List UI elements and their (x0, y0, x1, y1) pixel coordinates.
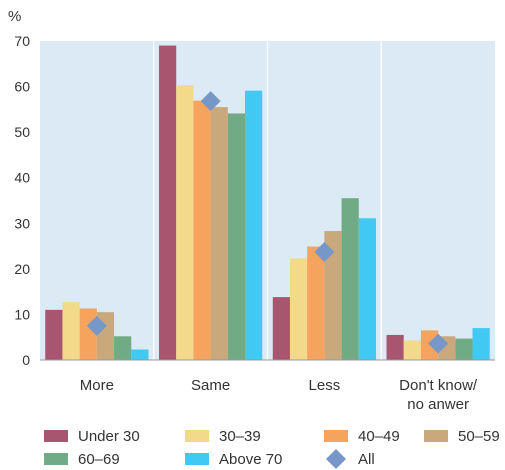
legend-label: Under 30 (78, 428, 140, 445)
bar (159, 45, 177, 361)
bar (289, 258, 308, 360)
bars (45, 45, 490, 361)
bar (176, 85, 194, 360)
all-marker (200, 91, 221, 112)
bar (420, 330, 439, 360)
legend-label: 50–59 (458, 428, 500, 445)
legend-label: 30–39 (219, 428, 261, 445)
bar (272, 297, 290, 360)
category-label: More (80, 377, 114, 394)
category-label: Don't know/ (399, 377, 478, 394)
category-labels: More Same Less Don't know/no anwer (80, 377, 478, 413)
y-tick-label: 50 (14, 124, 30, 140)
bar (45, 309, 63, 360)
category-separators (153, 41, 382, 360)
all-marker (86, 315, 107, 336)
bar (227, 113, 246, 360)
legend-swatch (44, 453, 68, 465)
legend-swatch (185, 453, 209, 465)
bar (307, 246, 325, 360)
legend-label: 40–49 (358, 428, 400, 445)
legend-swatch (326, 449, 346, 469)
bar (472, 328, 490, 360)
y-tick-label: 60 (14, 79, 30, 95)
legend: Under 30 30–39 40–49 50–59 60–69 Above 70 All (44, 428, 500, 469)
all-marker (314, 241, 335, 262)
legend-swatch (44, 430, 68, 442)
category-label: Less (309, 377, 341, 394)
legend-label: 60–69 (78, 451, 120, 468)
bar (131, 349, 149, 360)
legend-swatch (324, 430, 348, 442)
y-unit-label: % (8, 8, 21, 25)
category-label: no anwer (407, 396, 469, 413)
bar (358, 218, 376, 360)
y-tick-label: 30 (14, 215, 30, 231)
bar (210, 107, 228, 360)
y-tick-label: 40 (14, 170, 30, 186)
y-axis-ticks: 0 10 20 30 40 50 60 70 (14, 33, 30, 368)
legend-label: Above 70 (219, 451, 282, 468)
bar (455, 338, 473, 360)
all-markers (86, 91, 449, 354)
bar (193, 100, 211, 360)
bar (386, 334, 404, 360)
all-marker (428, 333, 449, 354)
legend-label: All (358, 451, 375, 468)
legend-swatch (424, 430, 448, 442)
y-tick-label: 10 (14, 306, 30, 322)
bar (403, 340, 421, 360)
bar (245, 90, 263, 361)
bar (324, 231, 342, 360)
bar (79, 308, 97, 360)
bar (114, 336, 132, 360)
y-tick-label: 20 (14, 261, 30, 277)
bar (341, 198, 359, 360)
category-label: Same (191, 377, 230, 394)
legend-swatch (185, 430, 209, 442)
bar (62, 302, 80, 360)
y-tick-label: 70 (14, 33, 30, 49)
y-tick-label: 0 (22, 352, 30, 368)
